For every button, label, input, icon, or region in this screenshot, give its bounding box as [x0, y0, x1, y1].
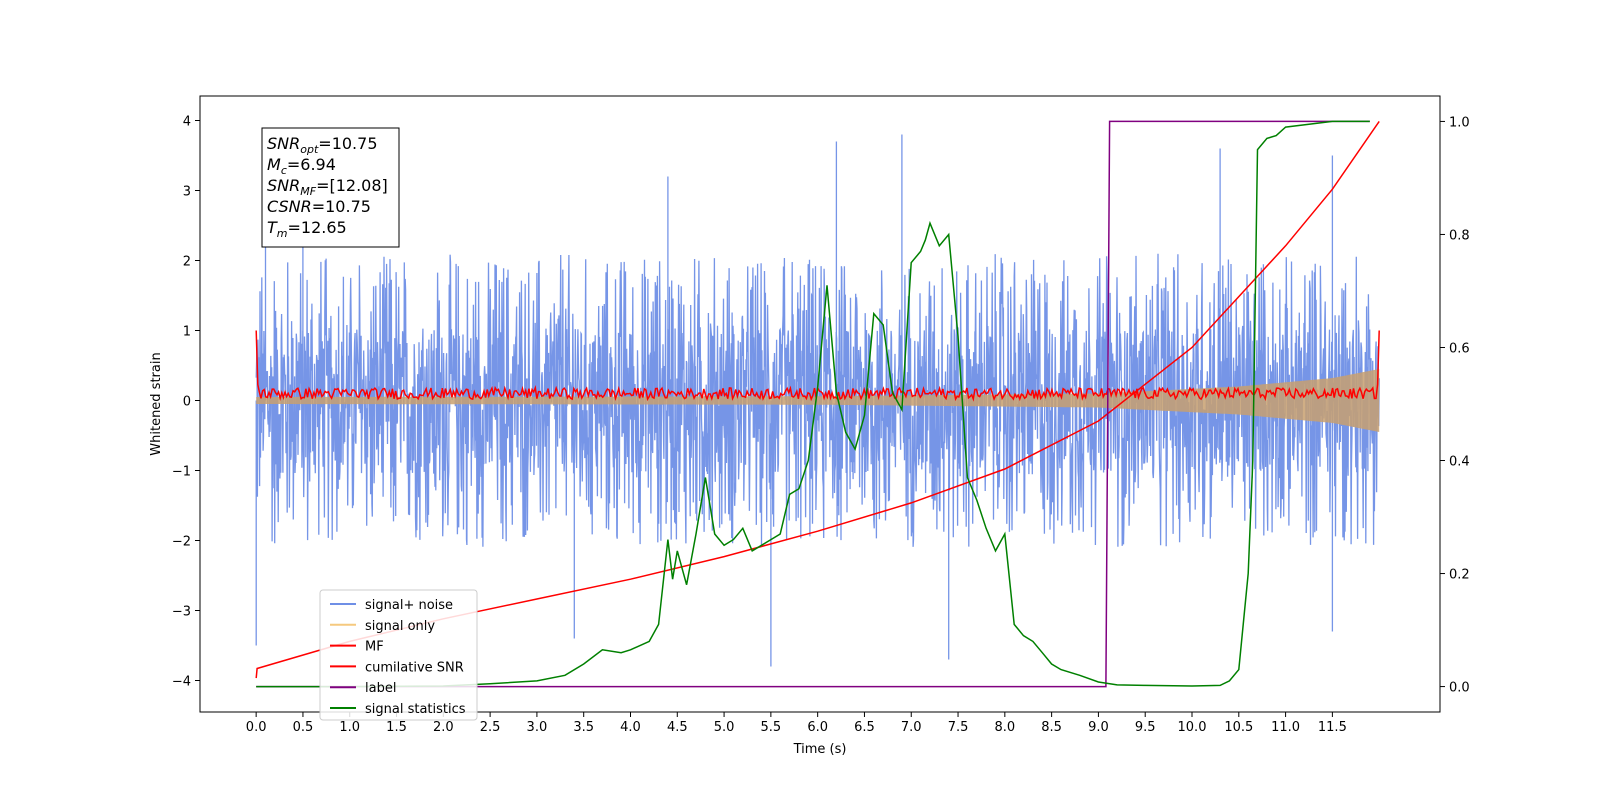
y-tick-label: −3 [172, 605, 191, 620]
x-tick-label: 3.0 [527, 720, 548, 735]
x-tick-label: 4.0 [620, 720, 641, 735]
info-box-line: Tm=12.65 [267, 218, 347, 240]
x-tick-label: 9.0 [1088, 720, 1109, 735]
legend-label: signal statistics [365, 702, 466, 717]
x-tick-label: 0.5 [293, 720, 314, 735]
y-tick-label: 4 [183, 115, 191, 130]
info-box-line: CSNR=10.75 [267, 197, 371, 216]
y2-tick-label: 0.0 [1449, 681, 1470, 696]
legend-label: MF [365, 640, 384, 655]
x-axis-label: Time (s) [793, 742, 847, 757]
x-tick-label: 7.0 [901, 720, 922, 735]
legend-label: cumilative SNR [365, 660, 464, 675]
x-tick-label: 2.0 [433, 720, 454, 735]
legend-box [319, 589, 478, 721]
y2-tick-label: 0.6 [1449, 341, 1470, 356]
y2-tick-label: 0.2 [1449, 568, 1470, 583]
y-tick-label: −2 [172, 535, 191, 550]
x-tick-label: 1.5 [386, 720, 407, 735]
y-tick-label: −1 [172, 465, 191, 480]
x-tick-label: 5.0 [714, 720, 735, 735]
y2-tick-label: 0.8 [1449, 228, 1470, 243]
info-box [261, 127, 400, 248]
x-tick-label: 10.0 [1178, 720, 1207, 735]
y-tick-label: 3 [183, 185, 191, 200]
y-axis-label: Whitened strain [149, 352, 164, 455]
y-tick-label: 1 [183, 325, 191, 340]
x-tick-label: 6.0 [807, 720, 828, 735]
legend-label: signal only [365, 619, 435, 634]
x-tick-label: 11.0 [1271, 720, 1300, 735]
legend-label: signal+ noise [365, 598, 453, 613]
series-signal-noise-line [255, 127, 1380, 667]
y-tick-label: 2 [183, 255, 191, 270]
info-box-line: SNRMF=[12.08] [267, 176, 388, 198]
x-tick-label: 11.5 [1318, 720, 1347, 735]
plot-frame [199, 95, 1441, 713]
info-box-line: Mc=6.94 [267, 155, 336, 177]
y2-tick-label: 1.0 [1449, 115, 1470, 130]
x-tick-label: 10.5 [1224, 720, 1253, 735]
x-tick-label: 8.0 [994, 720, 1015, 735]
series-label-line [256, 120, 1370, 688]
info-box-line: SNRopt=10.75 [267, 134, 378, 156]
x-tick-label: 5.5 [761, 720, 782, 735]
y-tick-label: −4 [172, 675, 191, 690]
x-tick-label: 3.5 [573, 720, 594, 735]
x-tick-label: 2.5 [480, 720, 501, 735]
x-tick-label: 7.5 [948, 720, 969, 735]
series-signal-statistics-line [256, 120, 1370, 688]
x-tick-label: 4.5 [667, 720, 688, 735]
y-tick-label: 0 [183, 395, 191, 410]
x-tick-label: 0.0 [246, 720, 267, 735]
x-tick-label: 6.5 [854, 720, 875, 735]
y2-tick-label: 0.4 [1449, 455, 1470, 470]
x-tick-label: 1.0 [339, 720, 360, 735]
legend-label: label [365, 681, 396, 696]
x-tick-label: 8.5 [1041, 720, 1062, 735]
series-signal-only-band [256, 369, 1380, 432]
x-tick-label: 9.5 [1135, 720, 1156, 735]
